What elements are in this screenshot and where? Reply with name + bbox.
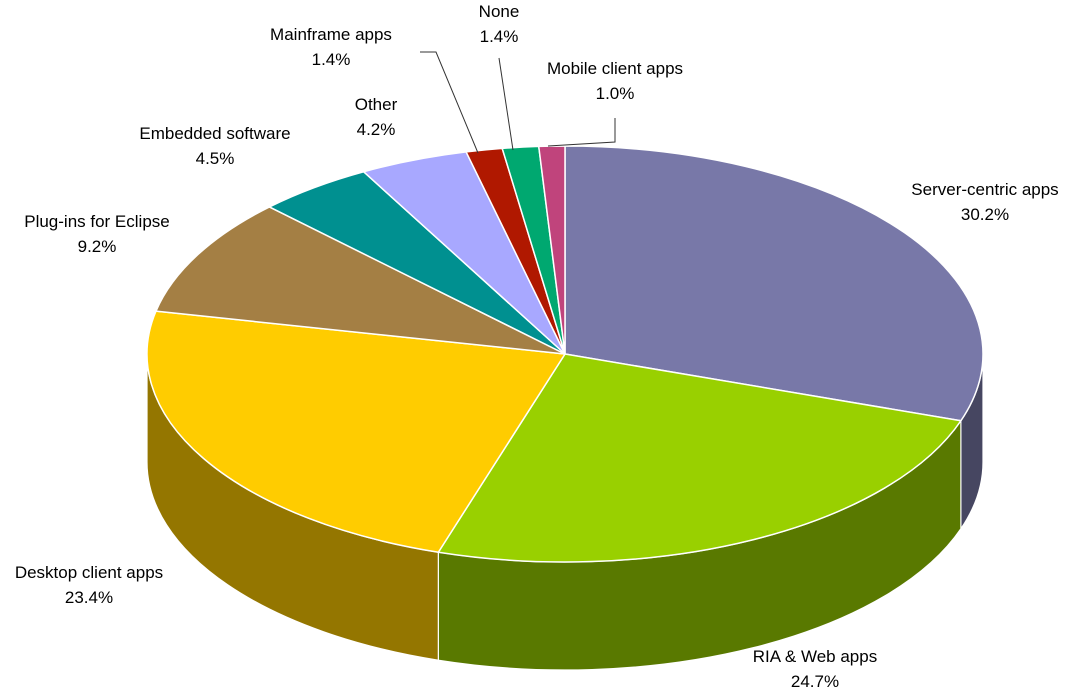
slice-label-server-centric-apps: Server-centric apps (911, 180, 1058, 199)
slice-plug-ins-for-eclipse (155, 206, 566, 355)
slice-value-desktop-client-apps: 23.4% (65, 588, 113, 607)
slice-value-mobile-client-apps: 1.0% (596, 84, 635, 103)
slice-label-mobile-client-apps: Mobile client apps (547, 59, 683, 78)
slice-label-other: Other (355, 95, 398, 114)
slice-label-plug-ins-for-eclipse: Plug-ins for Eclipse (24, 212, 170, 231)
slice-value-mainframe-apps: 1.4% (312, 50, 351, 69)
slice-label-ria-and-web-apps: RIA & Web apps (753, 647, 877, 666)
slice-value-embedded-software: 4.5% (196, 149, 235, 168)
slice-value-ria-and-web-apps: 24.7% (791, 672, 839, 691)
slice-label-mainframe-apps: Mainframe apps (270, 25, 392, 44)
slice-label-embedded-software: Embedded software (139, 124, 290, 143)
leader-line-mainframe-apps (420, 51, 479, 154)
slice-label-none: None (479, 2, 520, 21)
slice-label-desktop-client-apps: Desktop client apps (15, 563, 163, 582)
slice-desktop-client-apps (146, 310, 566, 553)
leader-line-none (498, 57, 514, 151)
slice-value-server-centric-apps: 30.2% (961, 205, 1009, 224)
leader-line-mobile-client-apps (547, 118, 616, 147)
slice-value-none: 1.4% (480, 27, 519, 46)
slice-value-plug-ins-for-eclipse: 9.2% (78, 237, 117, 256)
slice-value-other: 4.2% (357, 120, 396, 139)
slice-server-centric-apps (564, 145, 984, 422)
slice-ria-and-web-apps (437, 353, 962, 563)
